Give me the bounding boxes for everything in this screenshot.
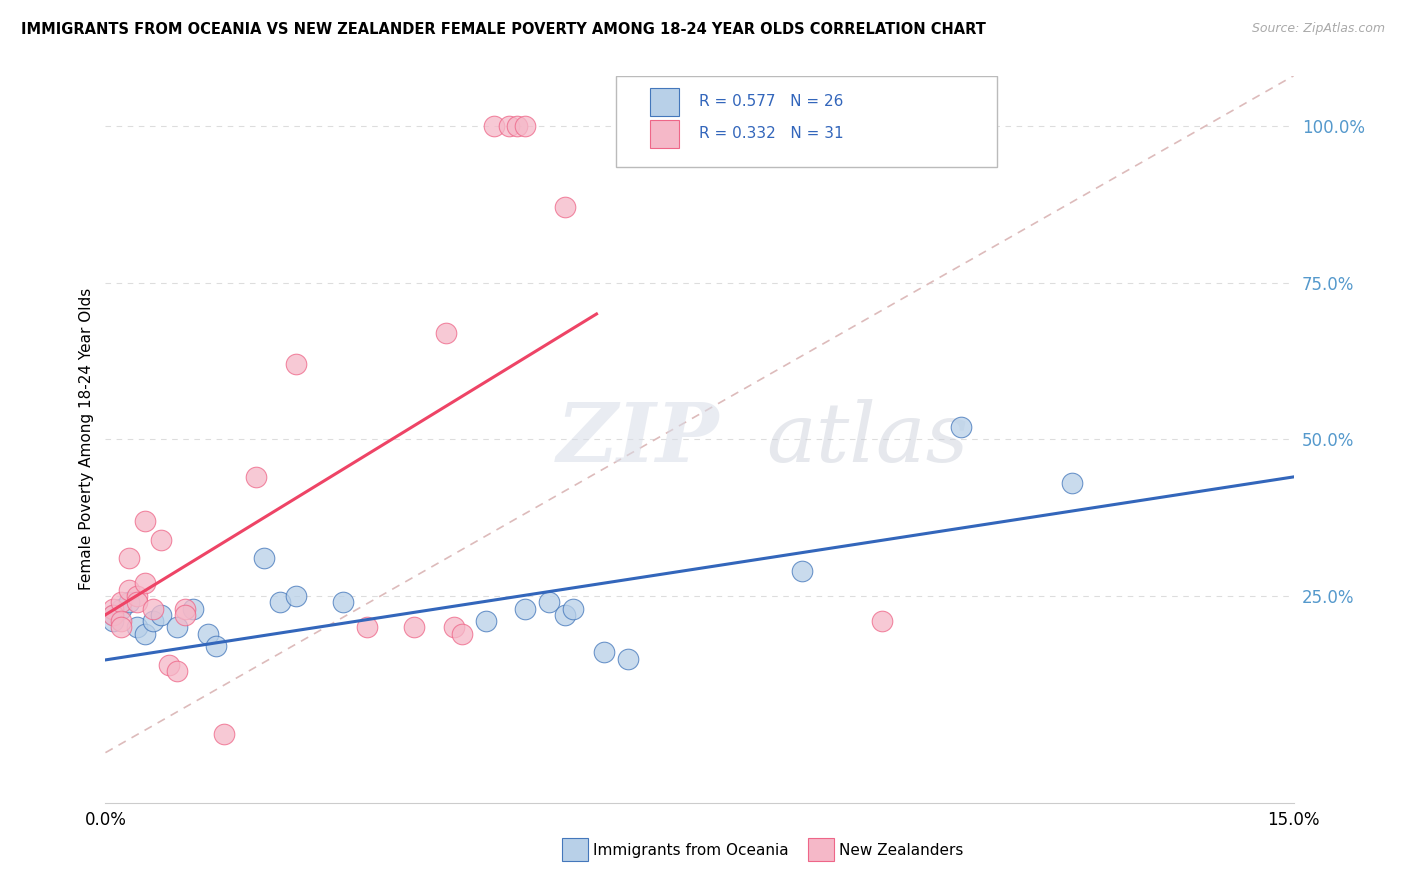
Point: [205, 639, 228, 653]
Text: Source: ZipAtlas.com: Source: ZipAtlas.com: [1251, 22, 1385, 36]
Point: [332, 595, 354, 609]
Text: R = 0.332   N = 31: R = 0.332 N = 31: [700, 127, 844, 142]
Point: [506, 119, 529, 133]
Point: [561, 601, 583, 615]
Point: [443, 620, 465, 634]
Bar: [650, 88, 679, 116]
Point: [554, 607, 576, 622]
Point: [134, 514, 156, 528]
Text: Immigrants from Oceania: Immigrants from Oceania: [593, 843, 789, 857]
Point: [949, 419, 972, 434]
Point: [142, 614, 165, 628]
Point: [103, 614, 125, 628]
Point: [181, 601, 204, 615]
Point: [434, 326, 457, 340]
Point: [149, 533, 172, 547]
Point: [245, 470, 267, 484]
Point: [103, 607, 125, 622]
Point: [134, 626, 156, 640]
Point: [103, 601, 125, 615]
Point: [110, 614, 132, 628]
Point: [284, 589, 307, 603]
Point: [173, 601, 195, 615]
Point: [127, 620, 149, 634]
Text: R = 0.577   N = 26: R = 0.577 N = 26: [700, 95, 844, 110]
Point: [498, 119, 520, 133]
Point: [197, 626, 219, 640]
Point: [284, 357, 307, 371]
Point: [253, 551, 276, 566]
Point: [142, 601, 165, 615]
Point: [110, 620, 132, 634]
Text: atlas: atlas: [766, 400, 969, 479]
Point: [356, 620, 378, 634]
Point: [1060, 476, 1083, 491]
Point: [474, 614, 496, 628]
Point: [269, 595, 291, 609]
Point: [870, 614, 893, 628]
Point: [118, 551, 141, 566]
Point: [792, 564, 814, 578]
Point: [127, 595, 149, 609]
Point: [103, 607, 125, 622]
Point: [482, 119, 505, 133]
Point: [127, 589, 149, 603]
Point: [404, 620, 426, 634]
Text: New Zealanders: New Zealanders: [839, 843, 963, 857]
Point: [118, 582, 141, 597]
Point: [515, 601, 537, 615]
Point: [214, 727, 236, 741]
Point: [515, 119, 537, 133]
Point: [554, 201, 576, 215]
FancyBboxPatch shape: [616, 76, 997, 167]
Point: [149, 607, 172, 622]
Text: ZIP: ZIP: [557, 400, 720, 479]
Y-axis label: Female Poverty Among 18-24 Year Olds: Female Poverty Among 18-24 Year Olds: [79, 288, 94, 591]
Point: [166, 620, 188, 634]
Point: [157, 657, 180, 672]
Point: [173, 607, 195, 622]
Point: [118, 595, 141, 609]
Point: [134, 576, 156, 591]
Point: [593, 645, 616, 659]
Point: [450, 626, 472, 640]
Point: [110, 601, 132, 615]
Point: [537, 595, 560, 609]
Point: [110, 595, 132, 609]
Bar: [650, 120, 679, 148]
Text: IMMIGRANTS FROM OCEANIA VS NEW ZEALANDER FEMALE POVERTY AMONG 18-24 YEAR OLDS CO: IMMIGRANTS FROM OCEANIA VS NEW ZEALANDER…: [21, 22, 986, 37]
Point: [166, 664, 188, 678]
Point: [617, 651, 640, 665]
